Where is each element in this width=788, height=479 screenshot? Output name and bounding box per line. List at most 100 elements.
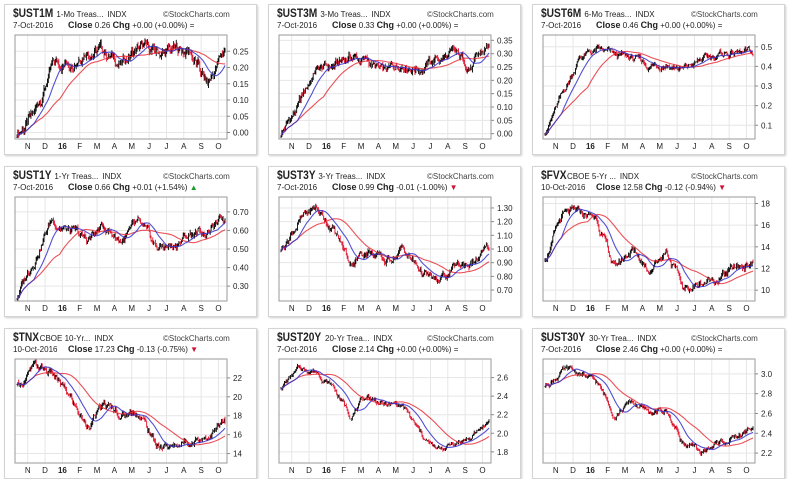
xtick-label: O: [479, 304, 485, 313]
symbol[interactable]: $UST1Y: [13, 168, 52, 182]
xtick-label: M: [392, 304, 399, 313]
xtick-label: J: [675, 304, 679, 313]
symbol[interactable]: $UST6M: [541, 6, 582, 20]
plot-frame: [14, 34, 228, 140]
xtick-label: A: [445, 142, 451, 151]
symbol[interactable]: $UST1M: [13, 6, 54, 20]
close-label: Close: [596, 344, 621, 354]
xtick-label: J: [164, 142, 168, 151]
ma-short-line: [544, 48, 754, 135]
ytick-label: 0.70: [233, 208, 249, 217]
chg-label: Chg: [376, 182, 395, 192]
xtick-label: A: [376, 466, 382, 475]
ytick-label: 0.40: [233, 264, 249, 273]
trend-down-icon: ▼: [718, 183, 727, 192]
xtick-label: N: [553, 466, 559, 475]
chart-panel[interactable]: $UST3Y 3-Yr Treas... INDX ©StockCharts.com …: [268, 166, 521, 317]
watermark: ©StockCharts.com: [427, 334, 494, 343]
ytick-label: 0.3: [761, 82, 773, 91]
chart-plot: 0.30 0.40 0.50 0.60 0.70 N D 16 F M A M J J A S O: [14, 196, 249, 313]
xtick-label: S: [198, 142, 203, 151]
security-name: 30-Yr Trea...: [589, 334, 634, 343]
xtick-label: J: [692, 142, 696, 151]
xtick-label: D: [570, 142, 576, 151]
chart-panel[interactable]: $UST30Y 30-Yr Trea... INDX ©StockCharts.com…: [532, 328, 785, 479]
xtick-label: J: [692, 466, 696, 475]
xtick-label: D: [306, 142, 312, 151]
symbol[interactable]: $UST30Y: [541, 330, 586, 344]
xtick-label: J: [147, 304, 151, 313]
plot-frame: [278, 196, 492, 302]
symbol[interactable]: $UST3Y: [277, 168, 316, 182]
close-label: Close: [332, 20, 357, 30]
chart-panel[interactable]: $TNXCBOE 10-Yr... INDX ©StockCharts.com 10…: [4, 328, 257, 479]
date: 7-Oct-2016: [277, 21, 318, 30]
watermark: ©StockCharts.com: [163, 334, 230, 343]
xtick-label: A: [376, 142, 382, 151]
ma-short-line: [16, 45, 226, 138]
symbol[interactable]: $UST20Y: [277, 330, 322, 344]
xtick-label: A: [709, 142, 715, 151]
chg-value: -0.01 (-1.00%): [396, 183, 448, 192]
xtick-label: D: [42, 466, 48, 475]
chart-panel[interactable]: $UST1M 1-Mo Treas... INDX ©StockCharts.com …: [4, 4, 257, 155]
plot-frame: [542, 34, 756, 140]
chart-grid: $UST1M 1-Mo Treas... INDX ©StockCharts.com …: [4, 4, 785, 479]
xtick-label: S: [462, 142, 467, 151]
xtick-label: A: [181, 304, 187, 313]
xtick-label: O: [215, 466, 221, 475]
ytick-label: 0.1: [761, 121, 773, 130]
trend-down-icon: ▼: [190, 345, 199, 354]
xtick-label: D: [570, 304, 576, 313]
close-value: 0.26: [94, 21, 111, 30]
symbol[interactable]: $TNX: [13, 330, 40, 344]
xtick-label: A: [709, 466, 715, 475]
xtick-label: O: [743, 466, 749, 475]
xtick-label: F: [341, 304, 346, 313]
exchange: INDX: [366, 172, 386, 181]
chart-plot: 1.8 2.0 2.2 2.4 2.6 N D 16 F M A M J J A S O: [278, 358, 509, 475]
xtick-label: J: [428, 304, 432, 313]
close-label: Close: [332, 344, 357, 354]
ytick-label: 0.90: [497, 259, 513, 268]
ytick-label: 12: [761, 265, 770, 274]
ytick-label: 2.6: [761, 409, 773, 418]
xtick-label: O: [743, 142, 749, 151]
ma-short-line: [16, 366, 226, 447]
xtick-label: 16: [322, 466, 331, 475]
ytick-label: 2.6: [497, 374, 509, 383]
xtick-label: J: [147, 142, 151, 151]
xtick-label: N: [289, 304, 295, 313]
xtick-label: J: [675, 142, 679, 151]
ytick-label: 2.0: [497, 429, 509, 438]
ytick-label: 0.10: [497, 103, 513, 112]
symbol[interactable]: $FVX: [541, 168, 567, 182]
chg-value: +0.00 (+0.00%): [660, 345, 716, 354]
xtick-label: M: [656, 142, 663, 151]
chart-plot: 0.70 0.80 0.90 1.00 1.10 1.20 1.30 N D 16 F M A M J J A S…: [278, 196, 513, 313]
trend-flat-icon: =: [189, 21, 195, 30]
xtick-label: M: [622, 142, 629, 151]
chart-panel[interactable]: $UST3M 3-Mo Treas... INDX ©StockCharts.com …: [268, 4, 521, 155]
xtick-label: S: [198, 466, 203, 475]
xtick-label: O: [743, 304, 749, 313]
xtick-label: N: [289, 142, 295, 151]
chg-value: +0.00 (+0.00%): [396, 21, 452, 30]
chart-panel[interactable]: $UST6M 6-Mo Treas... INDX ©StockCharts.com …: [532, 4, 785, 155]
chart-panel[interactable]: $FVXCBOE 5-Yr ... INDX ©StockCharts.com 10…: [532, 166, 785, 317]
xtick-label: J: [411, 466, 415, 475]
chart-plot: 0.1 0.2 0.3 0.4 0.5 N D 16 F M A M J J A S O: [542, 34, 773, 151]
xtick-label: J: [164, 466, 168, 475]
ytick-label: 0.5: [761, 43, 773, 52]
trend-down-icon: ▼: [449, 183, 458, 192]
ma-short-line: [16, 222, 226, 300]
ytick-label: 0.70: [497, 286, 513, 295]
chart-panel[interactable]: $UST1Y 1-Yr Treas... INDX ©StockCharts.com …: [4, 166, 257, 317]
xtick-label: S: [462, 304, 467, 313]
chart-panel[interactable]: $UST20Y 20-Yr Trea... INDX ©StockCharts.com…: [268, 328, 521, 479]
symbol[interactable]: $UST3M: [277, 6, 318, 20]
chart-header: $UST1M 1-Mo Treas... INDX ©StockCharts.com …: [5, 5, 256, 33]
ytick-label: 0.00: [497, 130, 513, 139]
xtick-label: J: [411, 304, 415, 313]
ytick-label: 0.80: [497, 272, 513, 281]
